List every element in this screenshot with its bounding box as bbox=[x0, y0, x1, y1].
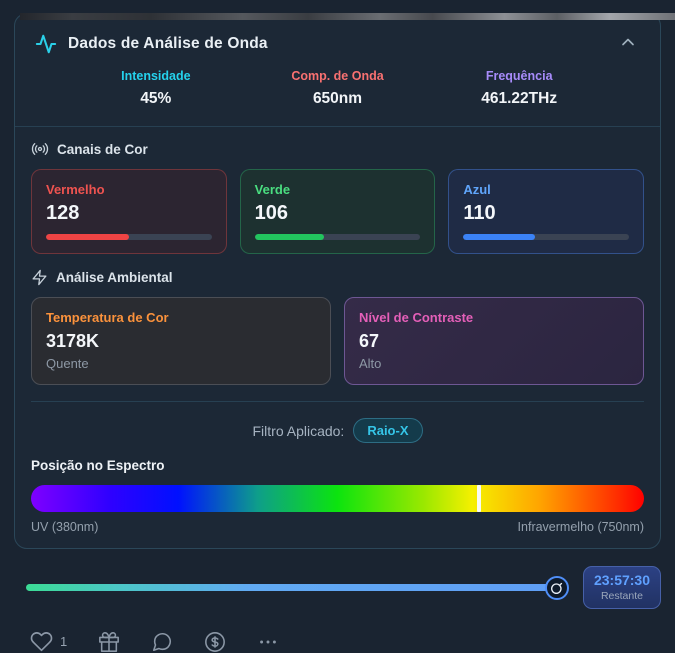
channel-bar-fill bbox=[254, 234, 324, 240]
color-channels-title: Canais de Cor bbox=[31, 140, 644, 158]
activity-wave-icon bbox=[35, 33, 57, 55]
spectrum-label-infrared: Infravermelho (750nm) bbox=[517, 520, 644, 534]
stat-intensity: Intensidade 45% bbox=[65, 69, 247, 108]
channel-card-blue: Azul 110 bbox=[448, 169, 644, 254]
comment-button[interactable] bbox=[151, 631, 173, 653]
section-title-text: Análise Ambiental bbox=[56, 270, 173, 285]
ellipsis-icon bbox=[257, 631, 279, 653]
channel-value: 106 bbox=[254, 202, 289, 224]
spectrum-position-marker bbox=[477, 485, 482, 512]
divider bbox=[31, 401, 644, 402]
speech-bubble-icon bbox=[151, 631, 173, 653]
ambient-value: 3178K bbox=[46, 331, 100, 351]
contrast-level-card: Nível de Contraste 67 Alto bbox=[344, 297, 644, 385]
divider bbox=[15, 126, 660, 127]
color-temperature-card: Temperatura de Cor 3178K Quente bbox=[31, 297, 331, 385]
gift-icon bbox=[98, 631, 120, 653]
ambient-cards: Temperatura de Cor 3178K Quente Nível de… bbox=[31, 297, 644, 385]
ambient-analysis-title: Análise Ambiental bbox=[31, 269, 644, 286]
channel-label: Azul bbox=[463, 182, 491, 197]
ambient-sub: Alto bbox=[359, 356, 382, 371]
heart-icon bbox=[30, 630, 53, 653]
filter-badge: Raio-X bbox=[353, 418, 423, 443]
dollar-circle-icon bbox=[204, 631, 226, 653]
more-button[interactable] bbox=[257, 631, 279, 653]
stat-wavelength: Comp. de Onda 650nm bbox=[247, 69, 429, 108]
gift-button[interactable] bbox=[98, 631, 120, 653]
ambient-sub: Quente bbox=[46, 356, 89, 371]
spectrum-title: Posição no Espectro bbox=[31, 458, 165, 473]
collapse-button[interactable] bbox=[616, 30, 640, 57]
radio-signal-icon bbox=[31, 140, 49, 158]
ambient-label: Nível de Contraste bbox=[359, 310, 474, 325]
stats-row: Intensidade 45% Comp. de Onda 650nm Freq… bbox=[15, 65, 660, 126]
lightning-bolt-icon bbox=[31, 269, 48, 286]
color-channels-section: Canais de Cor Vermelho 128 Verde 106 Azu… bbox=[15, 127, 660, 256]
time-remaining-row: 23:57:30 Restante bbox=[26, 566, 661, 609]
stat-value: 45% bbox=[140, 90, 172, 107]
section-title-text: Canais de Cor bbox=[57, 141, 148, 157]
stat-label: Frequência bbox=[485, 69, 553, 83]
channel-label: Vermelho bbox=[46, 182, 105, 197]
stat-value: 461.22THz bbox=[481, 90, 558, 107]
stopwatch-icon bbox=[549, 580, 565, 596]
spectrum-label-uv: UV (380nm) bbox=[31, 520, 99, 534]
channel-value: 110 bbox=[463, 202, 496, 224]
donate-button[interactable] bbox=[204, 631, 226, 653]
time-progress-track[interactable] bbox=[26, 575, 569, 600]
spectrum-labels: UV (380nm) Infravermelho (750nm) bbox=[31, 520, 644, 534]
channel-bar-fill bbox=[463, 234, 535, 240]
time-remaining-label: Restante bbox=[600, 590, 643, 602]
spectrum-gradient-bar bbox=[31, 485, 644, 512]
channel-bar-track bbox=[463, 234, 629, 240]
channel-value: 128 bbox=[46, 202, 80, 224]
channel-bar-fill bbox=[46, 234, 130, 240]
channel-cards: Vermelho 128 Verde 106 Azul 110 bbox=[31, 169, 644, 254]
time-remaining-badge: 23:57:30 Restante bbox=[582, 566, 661, 609]
time-progress-knob[interactable] bbox=[544, 575, 569, 600]
panel-title: Dados de Análise de Onda bbox=[68, 34, 268, 52]
channel-bar-track bbox=[46, 234, 212, 240]
stat-label: Intensidade bbox=[121, 69, 191, 83]
wave-analysis-panel: Dados de Análise de Onda Intensidade 45%… bbox=[14, 13, 661, 549]
action-bar: 1 bbox=[30, 630, 675, 653]
filter-label: Filtro Aplicado: bbox=[252, 422, 345, 439]
media-bottom-edge bbox=[20, 13, 675, 20]
applied-filter-row: Filtro Aplicado: Raio-X bbox=[15, 402, 660, 445]
stat-label: Comp. de Onda bbox=[291, 69, 384, 83]
spectrum-section: Posição no Espectro UV (380nm) Infraverm… bbox=[15, 445, 660, 548]
channel-bar-track bbox=[254, 234, 421, 240]
channel-card-red: Vermelho 128 bbox=[31, 169, 227, 254]
ambient-label: Temperatura de Cor bbox=[46, 310, 169, 325]
chevron-up-icon bbox=[618, 32, 638, 52]
ambient-value: 67 bbox=[359, 331, 380, 351]
stat-value: 650nm bbox=[312, 90, 363, 107]
channel-card-green: Verde 106 bbox=[239, 169, 436, 254]
channel-label: Verde bbox=[254, 182, 291, 197]
time-remaining-value: 23:57:30 bbox=[593, 572, 650, 588]
stat-frequency: Frequência 461.22THz bbox=[428, 69, 610, 108]
like-count: 1 bbox=[60, 634, 68, 649]
like-button[interactable]: 1 bbox=[30, 630, 67, 653]
ambient-analysis-section: Análise Ambiental Temperatura de Cor 317… bbox=[15, 256, 660, 387]
panel-header: Dados de Análise de Onda bbox=[15, 14, 660, 65]
